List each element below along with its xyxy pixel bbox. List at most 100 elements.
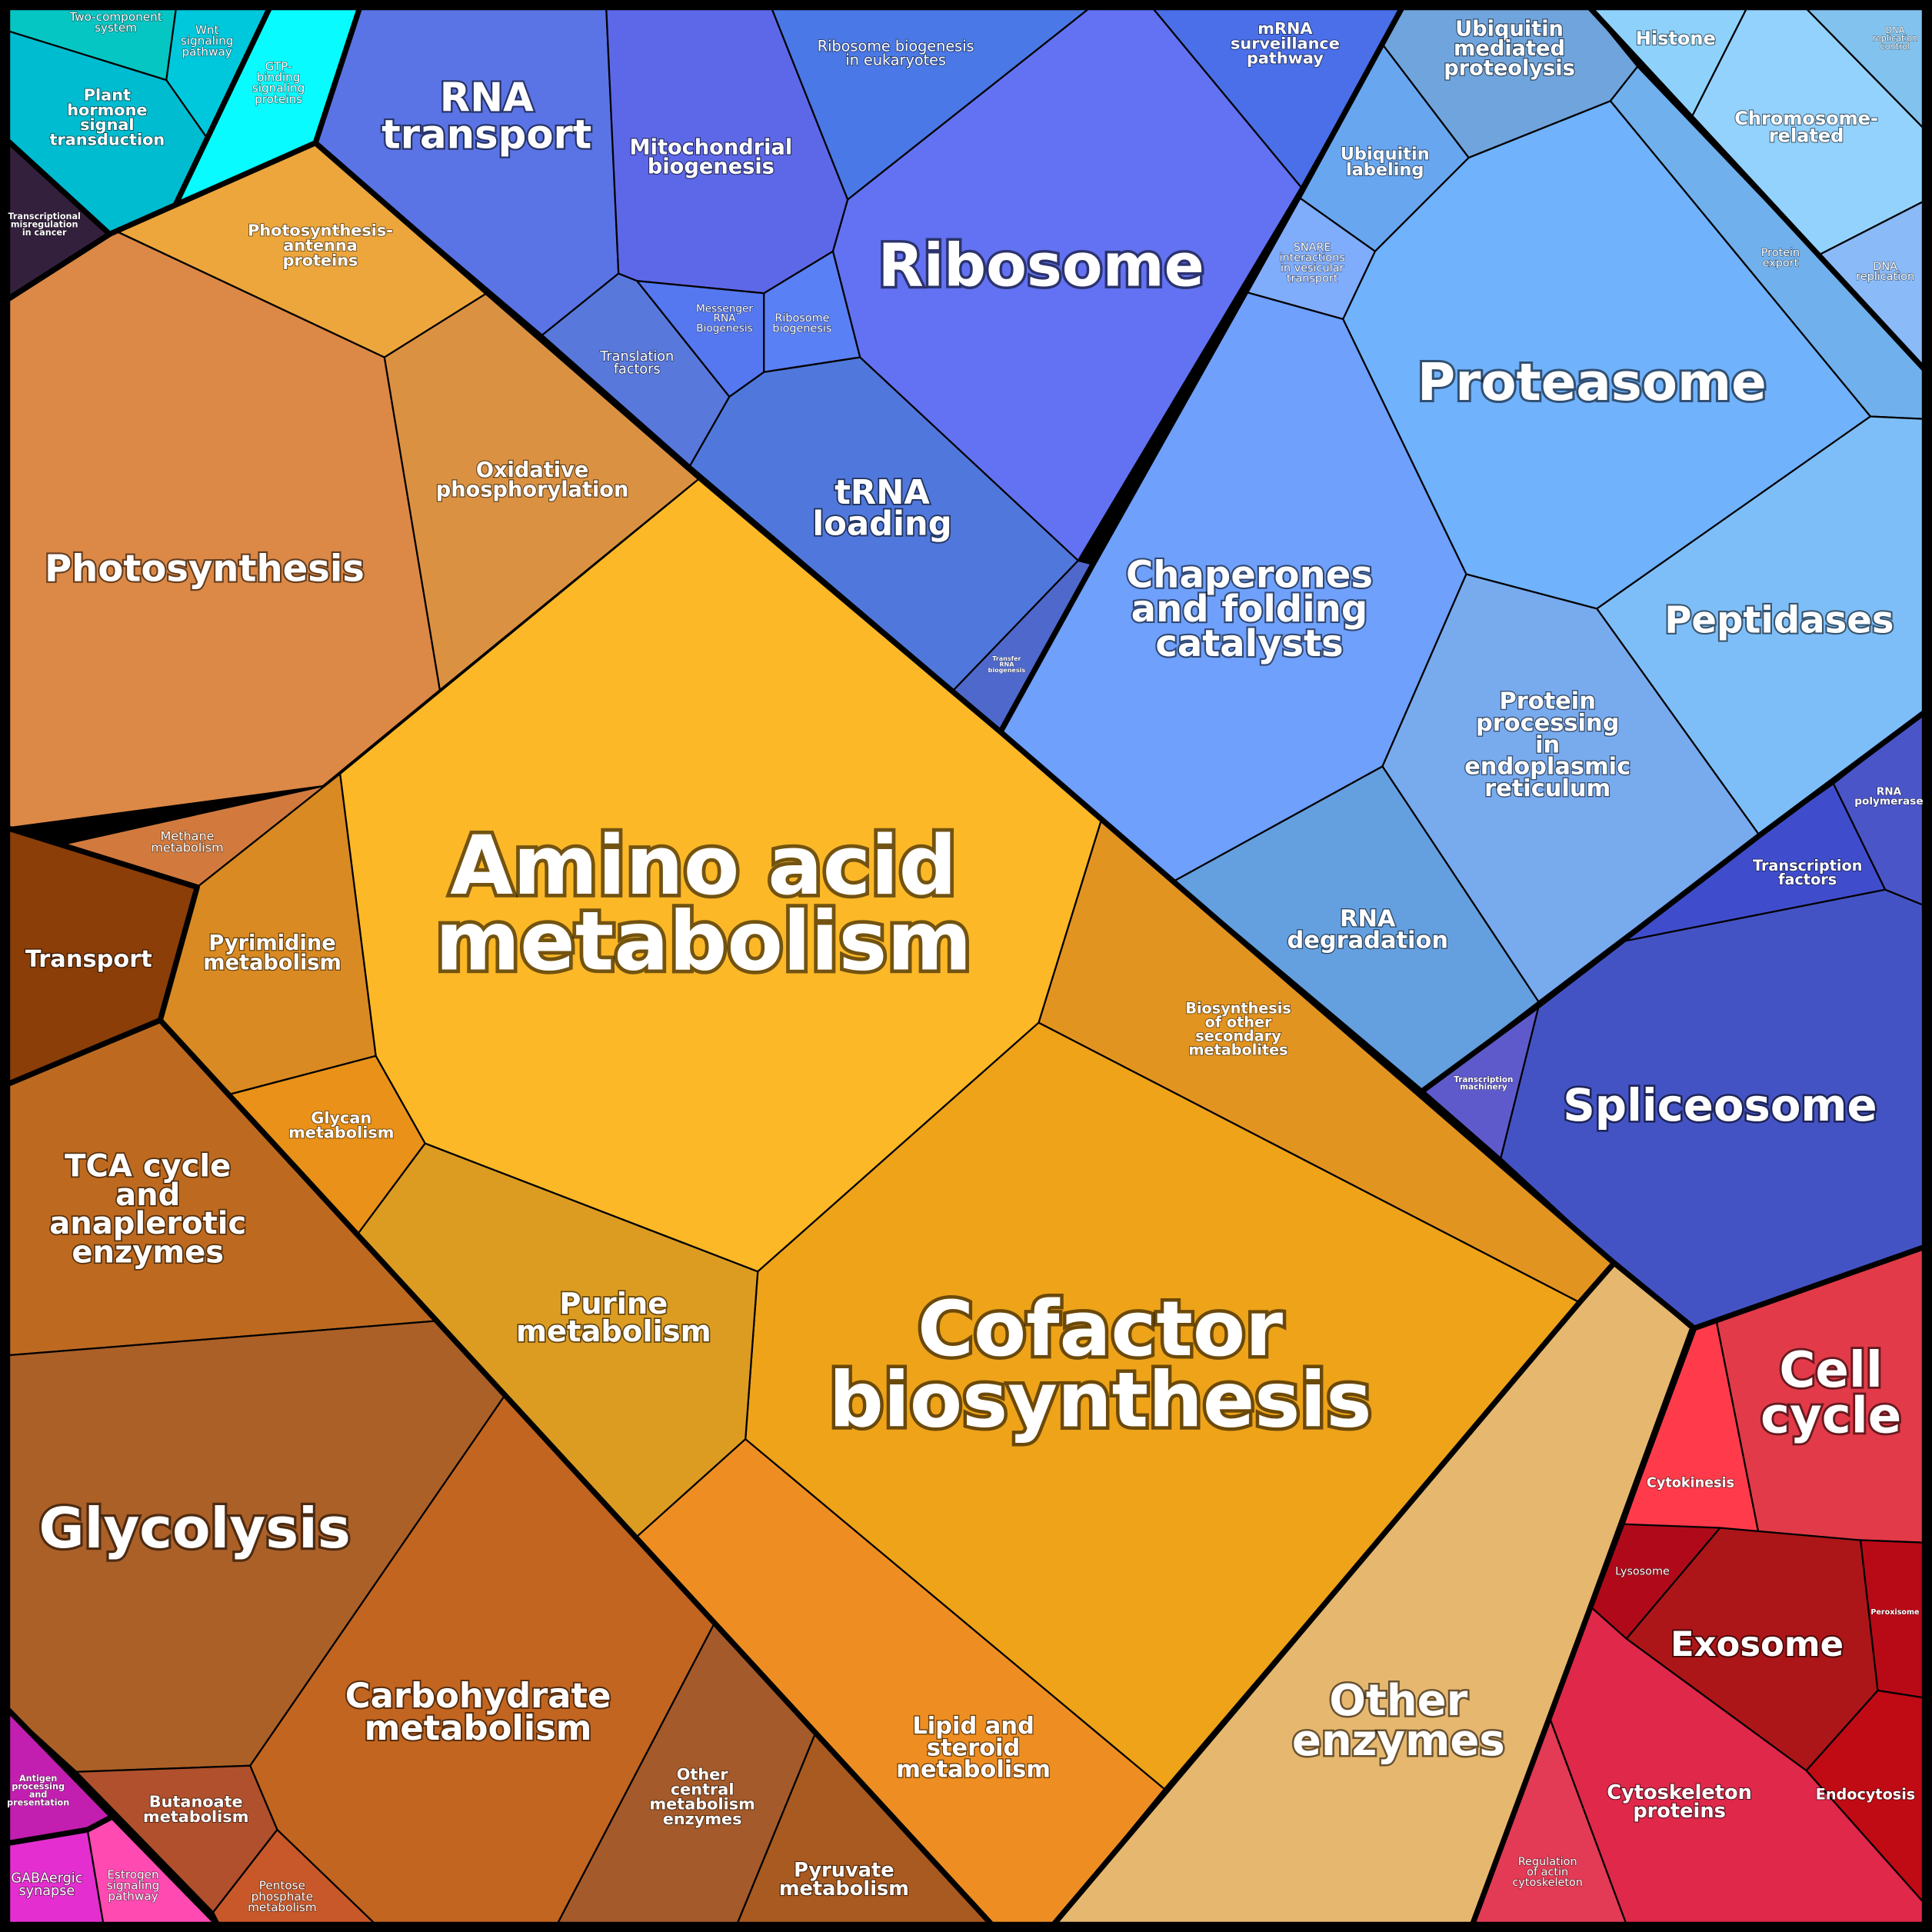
label-line: RNA [1340, 905, 1396, 932]
label-line: Peroxisome [1870, 1608, 1920, 1617]
label-line: Cytokinesis [1647, 1475, 1734, 1491]
label-line: biosynthesis [829, 1356, 1372, 1444]
label-line: metabolism [516, 1314, 711, 1349]
label-line: control [1880, 42, 1910, 52]
label-line: proteins [255, 92, 302, 106]
label-ribosome: Ribosome [878, 232, 1204, 300]
label-line: Spliceosome [1563, 1079, 1877, 1131]
label-line: Chaperones [1126, 554, 1373, 597]
label-line: polymerase [1854, 795, 1923, 808]
label-line: phosphate [251, 1890, 313, 1904]
labels-layer: Two-component system Wnt signaling pathwayPl… [7, 9, 1924, 1914]
label-line: Glycan [311, 1108, 371, 1127]
label-line: Transcription [1454, 1075, 1513, 1084]
label-two-component: Two-component system [68, 10, 162, 35]
label-line: steroid [927, 1734, 1020, 1761]
label-line: Cytoskeleton [1607, 1781, 1752, 1804]
label-line: Transfer [992, 655, 1021, 662]
label-spliceosome: Spliceosome [1563, 1079, 1877, 1131]
label-photosynthesis: Photosynthesis [45, 547, 365, 590]
label-line: labeling [1346, 160, 1424, 180]
label-line: Ubiquitin [1341, 144, 1430, 164]
label-line: Biosynthesis [1185, 1000, 1291, 1018]
label-line: signal [80, 115, 134, 134]
label-line: metabolism [288, 1124, 394, 1142]
label-line: Chromosome- [1734, 108, 1878, 129]
label-exosome: Exosome [1671, 1624, 1844, 1664]
group-border [998, 5, 1405, 735]
label-pyruvate-metabolism: Pyruvate metabolism [779, 1859, 909, 1900]
label-line: Ribosome biogenesis [818, 38, 974, 55]
label-gtp-binding: GTP-binding signaling proteins [252, 59, 305, 105]
label-messenger-rna-biogenesis: Messenger RNA Biogenesis [696, 302, 753, 334]
label-line: secondary [1195, 1027, 1281, 1044]
label-line: Pyrimidine [208, 931, 335, 955]
label-line: interactions [1279, 252, 1344, 265]
label-gabaergic-synapse: GABAergic synapse [11, 1870, 82, 1898]
label-line: Amino acid [450, 818, 957, 913]
label-line: proteolysis [1444, 56, 1575, 80]
label-dna-replication-control: DNA replication control [1872, 25, 1917, 52]
label-line: Cell [1779, 1342, 1882, 1399]
label-line: Plant [84, 85, 131, 104]
label-line: presentation [7, 1797, 69, 1807]
label-line: mediated [1454, 37, 1565, 61]
label-endocytosis: Endocytosis [1816, 1785, 1916, 1803]
label-line: in eukaryotes [845, 52, 946, 69]
group-border [312, 140, 1927, 1331]
group-border [173, 5, 273, 206]
label-line: Proteasome [1417, 352, 1767, 412]
label-line: in [1535, 731, 1560, 758]
group-border [1469, 1325, 1697, 1927]
label-line: synapse [19, 1884, 75, 1899]
label-line: Exosome [1671, 1624, 1844, 1664]
label-line: signaling [252, 82, 305, 95]
label-transfer-rna-biogenesis: Transfer RNA biogenesis [988, 655, 1026, 674]
label-protein-processing-er: Protein processing in endoplasmic reticulum [1464, 688, 1631, 802]
label-ubiquitin-labeling: Ubiquitin labeling [1341, 144, 1430, 180]
group-border [1587, 5, 1927, 373]
label-line: Purine [559, 1287, 668, 1321]
group-border [1051, 1260, 1617, 1927]
label-histone: Histone [1636, 28, 1716, 49]
label-line: endoplasmic [1464, 754, 1631, 781]
label-other-central: Other central metabolism enzymes [649, 1765, 754, 1828]
label-line: and [29, 1790, 48, 1800]
label-transcription-machinery: Transcription machinery [1454, 1075, 1513, 1092]
label-rna-degradation: RNA degradation [1287, 905, 1448, 954]
label-line: Mitochondrial [630, 135, 793, 159]
label-line: metabolites [1189, 1041, 1288, 1058]
label-line: enzymes [1292, 1716, 1505, 1766]
label-line: metabolism [248, 1900, 317, 1914]
label-line: Ribosome [774, 312, 829, 325]
label-line: GABAergic [11, 1870, 82, 1886]
label-line: degradation [1287, 928, 1448, 954]
label-line: metabolism [896, 1757, 1051, 1784]
label-line: Butanoate [149, 1792, 243, 1810]
label-line: signaling [107, 1878, 159, 1892]
label-line: misregulation [11, 219, 78, 229]
label-line: Ubiquitin [1455, 18, 1564, 42]
label-photosynthesis-antenna: Photosynthesis-antenna proteins [248, 222, 393, 270]
label-line: Messenger [696, 302, 753, 315]
label-rna-polymerase: RNA polymerase [1854, 785, 1923, 808]
label-line: Translation [599, 349, 674, 365]
label-line: factors [614, 361, 661, 377]
label-line: TCA cycle [65, 1149, 231, 1184]
label-purine-metabolism: Purine metabolism [516, 1287, 711, 1349]
label-line: Biogenesis [696, 322, 752, 335]
label-other-enzymes: Other enzymes [1292, 1676, 1505, 1766]
label-line: anaplerotic [49, 1206, 246, 1241]
label-mitochondrial-biogenesis: Mitochondrial biogenesis [630, 135, 793, 178]
label-line: binding [257, 71, 301, 85]
label-line: Pentose [259, 1879, 305, 1893]
label-line: and [115, 1178, 180, 1213]
label-line: cycle [1760, 1388, 1901, 1445]
label-line: of other [1205, 1013, 1272, 1031]
label-line: Histone [1636, 28, 1716, 49]
label-line: antenna [283, 236, 358, 255]
label-line: reticulum [1484, 775, 1611, 802]
label-lysosome: Lysosome [1615, 1566, 1670, 1578]
label-amino-acid-metabolism: Amino acid metabolism [435, 818, 972, 988]
label-biosynthesis-other-secondary: Biosynthesis of other secondary metabolites [1185, 1000, 1291, 1059]
